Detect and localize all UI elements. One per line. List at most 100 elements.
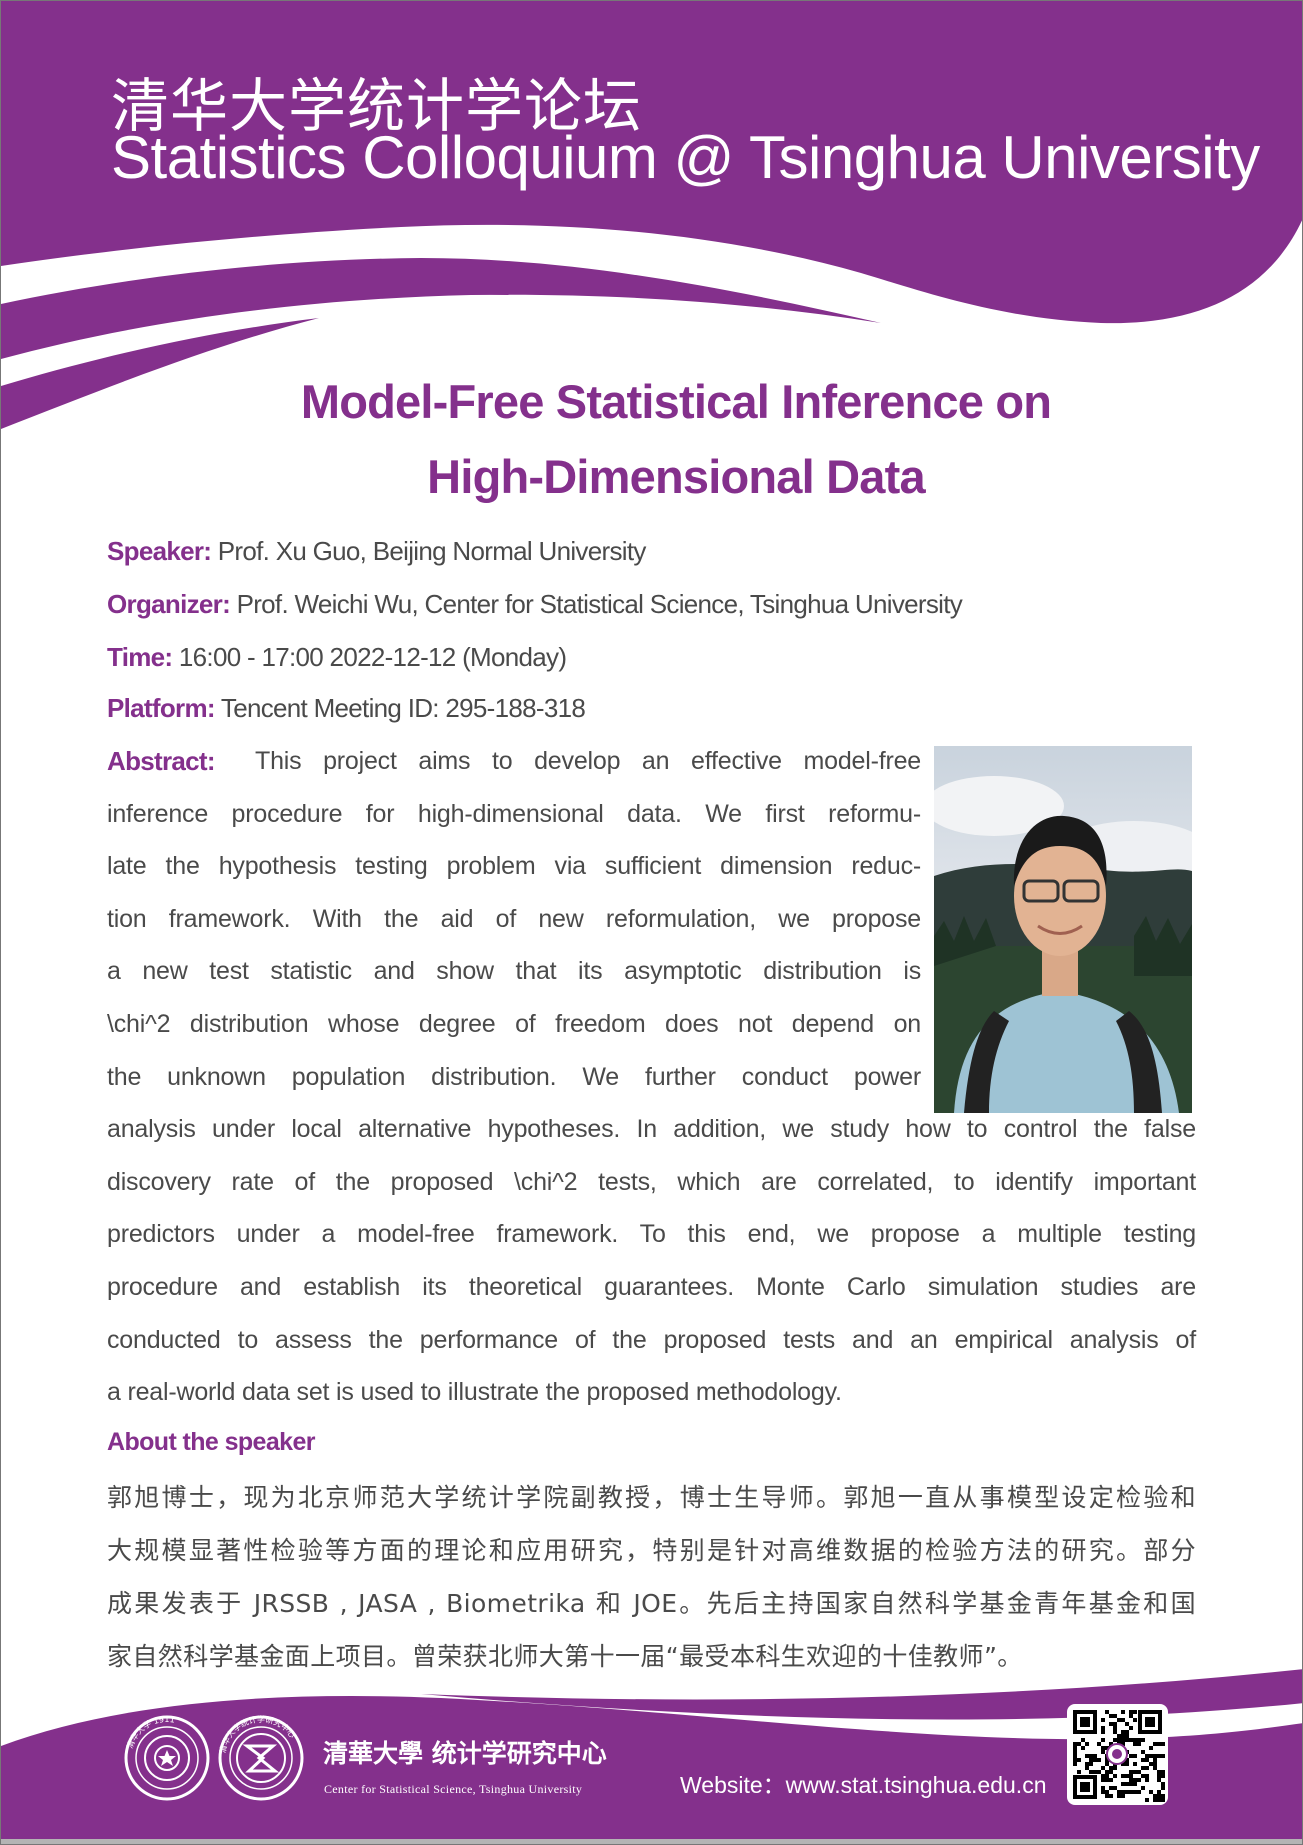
qr-module bbox=[1145, 1758, 1149, 1762]
qr-module bbox=[1109, 1714, 1113, 1718]
qr-module bbox=[1073, 1746, 1077, 1750]
qr-module bbox=[1161, 1786, 1165, 1790]
qr-module bbox=[1153, 1754, 1157, 1758]
qr-module bbox=[1161, 1798, 1165, 1802]
colloquium-title-cn: 清华大学统计学论坛 bbox=[111, 72, 643, 140]
qr-module bbox=[1145, 1778, 1149, 1782]
qr-module bbox=[1133, 1778, 1137, 1782]
qr-module bbox=[1097, 1758, 1101, 1762]
abstract-label-wrap: Abstract: bbox=[107, 744, 247, 778]
abstract-line: late the hypothesis testing problem via … bbox=[107, 852, 921, 880]
qr-module bbox=[1109, 1786, 1113, 1790]
qr-module bbox=[1141, 1750, 1145, 1754]
qr-module bbox=[1137, 1790, 1141, 1794]
qr-module bbox=[1085, 1742, 1089, 1746]
qr-module bbox=[1101, 1786, 1105, 1790]
time-value: 16:00 - 17:00 2022-12-12 (Monday) bbox=[178, 642, 567, 672]
qr-module bbox=[1101, 1778, 1105, 1782]
speaker-label: Speaker: bbox=[107, 536, 212, 566]
bio-line: 成果发表于 JRSSB , JASA , Biometrika 和 JOE。先后… bbox=[107, 1589, 1196, 1618]
qr-module bbox=[1137, 1742, 1141, 1746]
qr-module bbox=[1125, 1730, 1129, 1734]
footer-band bbox=[1, 1695, 1302, 1844]
qr-module bbox=[1153, 1758, 1157, 1762]
qr-module bbox=[1113, 1730, 1117, 1734]
qr-module bbox=[1121, 1742, 1125, 1746]
qr-module bbox=[1161, 1754, 1165, 1758]
qr-module bbox=[1125, 1762, 1129, 1766]
qr-module bbox=[1153, 1794, 1157, 1798]
platform-label: Platform: bbox=[107, 693, 216, 723]
bottom-strip bbox=[1, 1839, 1302, 1844]
bio-line: 家自然科学基金面上项目。曾荣获北师大第十一届“最受本科生欢迎的十佳教师”。 bbox=[107, 1642, 1023, 1671]
colloquium-title-en: Statistics Colloquium @ Tsinghua Univers… bbox=[111, 124, 1260, 191]
qr-module bbox=[1109, 1722, 1113, 1726]
platform-line: Platform: Tencent Meeting ID: 295-188-31… bbox=[107, 691, 586, 725]
qr-module bbox=[1105, 1794, 1109, 1798]
qr-module bbox=[1081, 1738, 1085, 1742]
bio-line: 郭旭博士，现为北京师范大学统计学院副教授，博士生导师。郭旭一直从事模型设定检验和 bbox=[107, 1483, 1196, 1512]
qr-module bbox=[1097, 1742, 1101, 1746]
qr-module bbox=[1141, 1766, 1145, 1770]
qr-module bbox=[1133, 1738, 1137, 1742]
qr-module bbox=[1141, 1774, 1145, 1778]
qr-module bbox=[1121, 1782, 1125, 1786]
qr-module bbox=[1157, 1774, 1161, 1778]
organizer-label: Organizer: bbox=[107, 589, 231, 619]
qr-module bbox=[1133, 1754, 1137, 1758]
qr-module bbox=[1101, 1738, 1105, 1742]
qr-module bbox=[1137, 1778, 1141, 1782]
qr-module bbox=[1133, 1710, 1137, 1714]
website-link[interactable]: Website：www.stat.tsinghua.edu.cn bbox=[680, 1772, 1047, 1798]
qr-module bbox=[1157, 1794, 1161, 1798]
qr-module bbox=[1113, 1726, 1117, 1730]
qr-module bbox=[1141, 1758, 1145, 1762]
qr-module bbox=[1105, 1770, 1109, 1774]
qr-module bbox=[1125, 1782, 1129, 1786]
organizer-value: Prof. Weichi Wu, Center for Statistical … bbox=[236, 589, 963, 619]
qr-module bbox=[1125, 1774, 1129, 1778]
qr-module bbox=[1085, 1766, 1089, 1770]
qr-module bbox=[1157, 1778, 1161, 1782]
qr-module bbox=[1157, 1790, 1161, 1794]
qr-module bbox=[1101, 1790, 1105, 1794]
qr-module bbox=[1073, 1742, 1077, 1746]
abstract-line: conducted to assess the performance of t… bbox=[107, 1326, 1196, 1354]
center-name-cn: 清華大學 统计学研究中心 bbox=[323, 1739, 607, 1768]
talk-title-line2: High-Dimensional Data bbox=[427, 450, 925, 503]
qr-module bbox=[1105, 1774, 1109, 1778]
qr-module bbox=[1109, 1794, 1113, 1798]
header-swoosh-3 bbox=[1, 318, 319, 429]
qr-module bbox=[1113, 1714, 1117, 1718]
qr-module bbox=[1149, 1754, 1153, 1758]
qr-module bbox=[1073, 1758, 1077, 1762]
qr-module bbox=[1153, 1742, 1157, 1746]
qr-module bbox=[1141, 1786, 1145, 1790]
qr-module bbox=[1117, 1790, 1121, 1794]
qr-module bbox=[1145, 1766, 1149, 1770]
qr-module bbox=[1085, 1754, 1089, 1758]
qr-module bbox=[1121, 1710, 1125, 1714]
qr-module bbox=[1133, 1782, 1137, 1786]
qr-module bbox=[1157, 1754, 1161, 1758]
qr-module bbox=[1121, 1738, 1125, 1742]
qr-module bbox=[1129, 1774, 1133, 1778]
qr-code[interactable] bbox=[1067, 1704, 1168, 1805]
qr-module bbox=[1073, 1762, 1077, 1766]
qr-module bbox=[1121, 1790, 1125, 1794]
qr-module bbox=[1085, 1762, 1089, 1766]
abstract-line: procedure and establish its theoretical … bbox=[107, 1273, 1196, 1301]
abstract-line: \chi^2 distribution whose degree of free… bbox=[107, 1010, 921, 1038]
qr-module bbox=[1101, 1774, 1105, 1778]
qr-module bbox=[1093, 1758, 1097, 1762]
qr-module bbox=[1077, 1758, 1081, 1762]
qr-module bbox=[1121, 1774, 1125, 1778]
qr-module bbox=[1133, 1718, 1137, 1722]
qr-module bbox=[1117, 1734, 1121, 1738]
qr-module bbox=[1089, 1758, 1093, 1762]
qr-module bbox=[1113, 1774, 1117, 1778]
qr-module bbox=[1121, 1762, 1125, 1766]
qr-module bbox=[1161, 1794, 1165, 1798]
